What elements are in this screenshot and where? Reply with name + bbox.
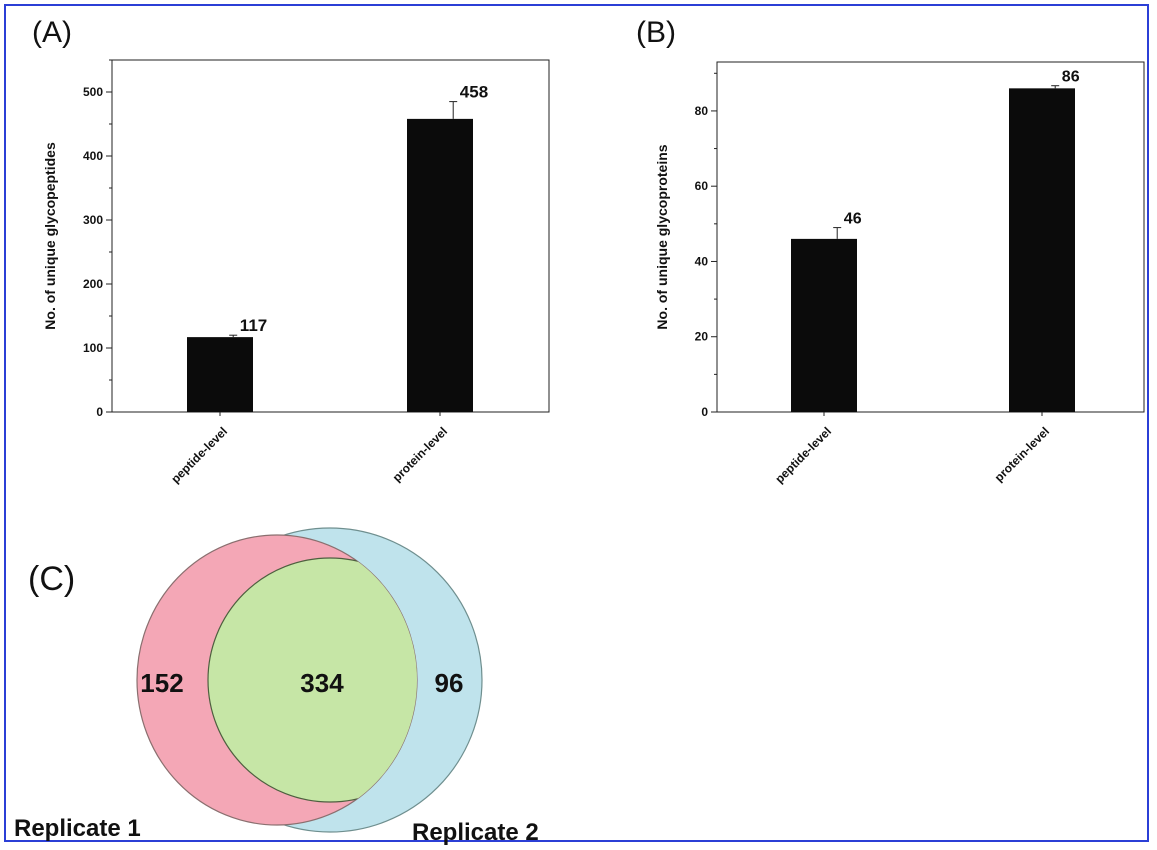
y-axis-title: No. of unique glycopeptides — [42, 142, 58, 330]
bar-protein-level — [407, 118, 473, 412]
data-label: 46 — [844, 211, 862, 228]
venn-set-label-replicate-2: Replicate 2 — [412, 819, 539, 846]
bar-peptide-level — [187, 337, 253, 412]
chart-a: 0 100 200 300 400 500 No. of unique glycopepti… — [42, 59, 550, 486]
data-label: 458 — [460, 83, 488, 102]
figure-frame — [4, 4, 1149, 842]
venn-set-label-replicate-1: Replicate 1 — [14, 815, 141, 842]
panel-label-c: (C) — [28, 560, 75, 598]
y-tick-label: 40 — [695, 254, 709, 268]
venn-overlap-region — [207, 557, 417, 803]
y-tick-label: 200 — [83, 277, 103, 291]
y-tick-label: 100 — [83, 341, 103, 355]
y-tick-label: 500 — [83, 85, 103, 99]
venn-only-replicate-2: 96 — [435, 668, 464, 698]
y-tick-label: 0 — [96, 405, 103, 419]
plot-frame — [716, 61, 1145, 413]
venn-overlap-count: 334 — [300, 668, 344, 698]
panel-label-b: (B) — [636, 16, 676, 49]
bar-peptide-level — [791, 238, 857, 412]
y-tick-label: 400 — [83, 149, 103, 163]
bar-protein-level — [1009, 88, 1075, 412]
y-axis-title: No. of unique glycoproteins — [654, 144, 670, 329]
y-tick-label: 300 — [83, 213, 103, 227]
y-tick-label: 80 — [695, 104, 709, 118]
y-tick-label: 60 — [695, 179, 709, 193]
y-tick-label: 0 — [701, 405, 708, 419]
plot-frame — [111, 59, 550, 413]
venn-only-replicate-1: 152 — [140, 668, 183, 698]
y-tick-label: 20 — [695, 330, 709, 344]
data-label: 117 — [240, 316, 267, 335]
data-label: 86 — [1062, 69, 1080, 86]
panel-label-a: (A) — [32, 16, 72, 49]
